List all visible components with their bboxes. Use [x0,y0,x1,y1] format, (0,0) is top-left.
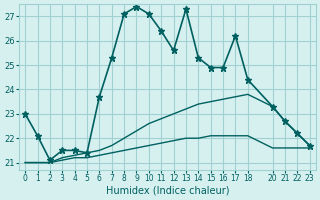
X-axis label: Humidex (Indice chaleur): Humidex (Indice chaleur) [106,186,229,196]
